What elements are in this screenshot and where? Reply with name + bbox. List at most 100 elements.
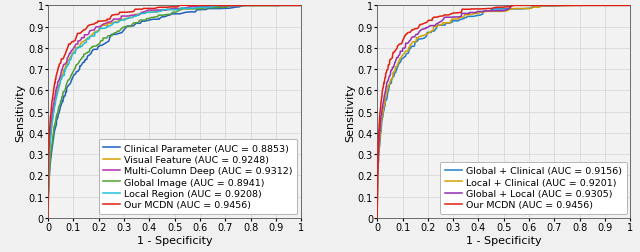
Clinical Parameter (AUC = 0.8853) <box>70 74 78 77</box>
Global Image (AUC = 0.8941) <box>83 52 90 55</box>
Global + Clinical (AUC = 0.9156) <box>403 53 410 56</box>
Multi-Column Deep (AUC = 0.9312) <box>67 50 75 53</box>
Our MCDN (AUC = 0.9456) <box>57 61 65 64</box>
Global + Clinical (AUC = 0.9156) <box>403 53 410 56</box>
Line: Global Image (AUC = 0.8941): Global Image (AUC = 0.8941) <box>48 6 301 218</box>
Visual Feature (AUC = 0.9248) <box>73 47 81 50</box>
Visual Feature (AUC = 0.9248) <box>64 60 72 63</box>
Our MCDN (AUC = 0.9456) <box>373 216 381 219</box>
Line: Visual Feature (AUC = 0.9248): Visual Feature (AUC = 0.9248) <box>48 6 301 218</box>
Our MCDN (AUC = 0.9456) <box>175 5 183 8</box>
Global Image (AUC = 0.8941) <box>44 216 52 219</box>
Our MCDN (AUC = 0.9456) <box>401 35 408 38</box>
Our MCDN (AUC = 0.9456) <box>53 72 61 75</box>
Legend: Global + Clinical (AUC = 0.9156), Local + Clinical (AUC = 0.9201), Global + Loca: Global + Clinical (AUC = 0.9156), Local … <box>440 162 627 214</box>
Multi-Column Deep (AUC = 0.9312) <box>56 75 64 78</box>
Our MCDN (AUC = 0.9456) <box>63 49 70 52</box>
Y-axis label: Sensitivity: Sensitivity <box>345 83 355 141</box>
Local Region (AUC = 0.9208) <box>67 59 75 62</box>
Our MCDN (AUC = 0.9456) <box>71 40 79 43</box>
Local Region (AUC = 0.9208) <box>59 75 67 78</box>
Local + Clinical (AUC = 0.9201) <box>407 44 415 47</box>
Global + Local (AUC = 0.9305) <box>384 80 392 83</box>
Line: Our MCDN (AUC = 0.9456): Our MCDN (AUC = 0.9456) <box>377 6 630 218</box>
Line: Multi-Column Deep (AUC = 0.9312): Multi-Column Deep (AUC = 0.9312) <box>48 6 301 218</box>
Global Image (AUC = 0.8941) <box>106 35 113 38</box>
Visual Feature (AUC = 0.9248) <box>298 5 305 8</box>
Local + Clinical (AUC = 0.9201) <box>373 216 381 219</box>
Local Region (AUC = 0.9208) <box>298 5 305 8</box>
X-axis label: 1 - Specificity: 1 - Specificity <box>137 235 212 245</box>
Global + Clinical (AUC = 0.9156) <box>563 5 571 8</box>
Local Region (AUC = 0.9208) <box>97 28 105 31</box>
Local + Clinical (AUC = 0.9201) <box>387 78 395 81</box>
X-axis label: 1 - Specificity: 1 - Specificity <box>466 235 541 245</box>
Our MCDN (AUC = 0.9456) <box>44 216 52 219</box>
Visual Feature (AUC = 0.9248) <box>72 47 80 50</box>
Global Image (AUC = 0.8941) <box>67 77 74 80</box>
Our MCDN (AUC = 0.9456) <box>384 69 392 72</box>
Multi-Column Deep (AUC = 0.9312) <box>44 216 52 219</box>
Our MCDN (AUC = 0.9456) <box>627 5 634 8</box>
Global + Local (AUC = 0.9305) <box>627 5 634 8</box>
Legend: Clinical Parameter (AUC = 0.8853), Visual Feature (AUC = 0.9248), Multi-Column D: Clinical Parameter (AUC = 0.8853), Visua… <box>99 139 298 214</box>
Our MCDN (AUC = 0.9456) <box>393 48 401 51</box>
Local Region (AUC = 0.9208) <box>76 46 84 49</box>
Global + Local (AUC = 0.9305) <box>509 5 516 8</box>
Global + Local (AUC = 0.9305) <box>394 55 402 58</box>
Line: Clinical Parameter (AUC = 0.8853): Clinical Parameter (AUC = 0.8853) <box>48 6 301 218</box>
Global + Local (AUC = 0.9305) <box>424 26 432 29</box>
Global Image (AUC = 0.8941) <box>80 54 88 57</box>
Visual Feature (AUC = 0.9248) <box>69 52 77 55</box>
Global + Local (AUC = 0.9305) <box>391 61 399 65</box>
Multi-Column Deep (AUC = 0.9312) <box>89 29 97 33</box>
Our MCDN (AUC = 0.9456) <box>104 19 112 22</box>
Global + Clinical (AUC = 0.9156) <box>397 61 404 64</box>
Multi-Column Deep (AUC = 0.9312) <box>52 89 60 92</box>
Local + Clinical (AUC = 0.9201) <box>429 29 437 32</box>
Clinical Parameter (AUC = 0.8853) <box>239 5 246 8</box>
Line: Global + Local (AUC = 0.9305): Global + Local (AUC = 0.9305) <box>377 6 630 218</box>
Local + Clinical (AUC = 0.9201) <box>403 50 410 53</box>
Global + Clinical (AUC = 0.9156) <box>388 82 396 85</box>
Clinical Parameter (AUC = 0.8853) <box>99 44 107 47</box>
Line: Our MCDN (AUC = 0.9456): Our MCDN (AUC = 0.9456) <box>48 6 301 218</box>
Multi-Column Deep (AUC = 0.9312) <box>67 52 74 55</box>
Clinical Parameter (AUC = 0.8853) <box>63 87 70 90</box>
Our MCDN (AUC = 0.9456) <box>406 32 414 35</box>
Global Image (AUC = 0.8941) <box>58 96 65 99</box>
Global + Local (AUC = 0.9305) <box>402 46 410 49</box>
Clinical Parameter (AUC = 0.8853) <box>58 102 65 105</box>
Global + Clinical (AUC = 0.9156) <box>373 216 381 219</box>
Local Region (AUC = 0.9208) <box>76 47 83 50</box>
Global + Clinical (AUC = 0.9156) <box>627 5 634 8</box>
Visual Feature (AUC = 0.9248) <box>44 216 52 219</box>
Multi-Column Deep (AUC = 0.9312) <box>298 5 305 8</box>
Visual Feature (AUC = 0.9248) <box>59 73 67 76</box>
Local + Clinical (AUC = 0.9201) <box>406 44 414 47</box>
Multi-Column Deep (AUC = 0.9312) <box>243 5 250 8</box>
Global + Local (AUC = 0.9305) <box>401 47 408 50</box>
Line: Local Region (AUC = 0.9208): Local Region (AUC = 0.9208) <box>48 6 301 218</box>
Our MCDN (AUC = 0.9456) <box>69 41 77 44</box>
Global + Local (AUC = 0.9305) <box>373 216 381 219</box>
Our MCDN (AUC = 0.9456) <box>298 5 305 8</box>
Global Image (AUC = 0.8941) <box>298 5 305 8</box>
Clinical Parameter (AUC = 0.8853) <box>298 5 305 8</box>
Local + Clinical (AUC = 0.9201) <box>577 5 584 8</box>
Our MCDN (AUC = 0.9456) <box>431 17 439 20</box>
Global Image (AUC = 0.8941) <box>277 5 285 8</box>
Global Image (AUC = 0.8941) <box>73 64 81 67</box>
Local Region (AUC = 0.9208) <box>44 216 52 219</box>
Clinical Parameter (AUC = 0.8853) <box>76 65 84 68</box>
Visual Feature (AUC = 0.9248) <box>227 5 235 8</box>
Local + Clinical (AUC = 0.9201) <box>627 5 634 8</box>
Line: Local + Clinical (AUC = 0.9201): Local + Clinical (AUC = 0.9201) <box>377 6 630 218</box>
Visual Feature (AUC = 0.9248) <box>98 24 106 27</box>
Global + Clinical (AUC = 0.9156) <box>419 38 426 41</box>
Global + Clinical (AUC = 0.9156) <box>393 69 401 72</box>
Our MCDN (AUC = 0.9456) <box>408 29 415 33</box>
Y-axis label: Sensitivity: Sensitivity <box>16 83 26 141</box>
Line: Global + Clinical (AUC = 0.9156): Global + Clinical (AUC = 0.9156) <box>377 6 630 218</box>
Local Region (AUC = 0.9208) <box>216 5 224 8</box>
